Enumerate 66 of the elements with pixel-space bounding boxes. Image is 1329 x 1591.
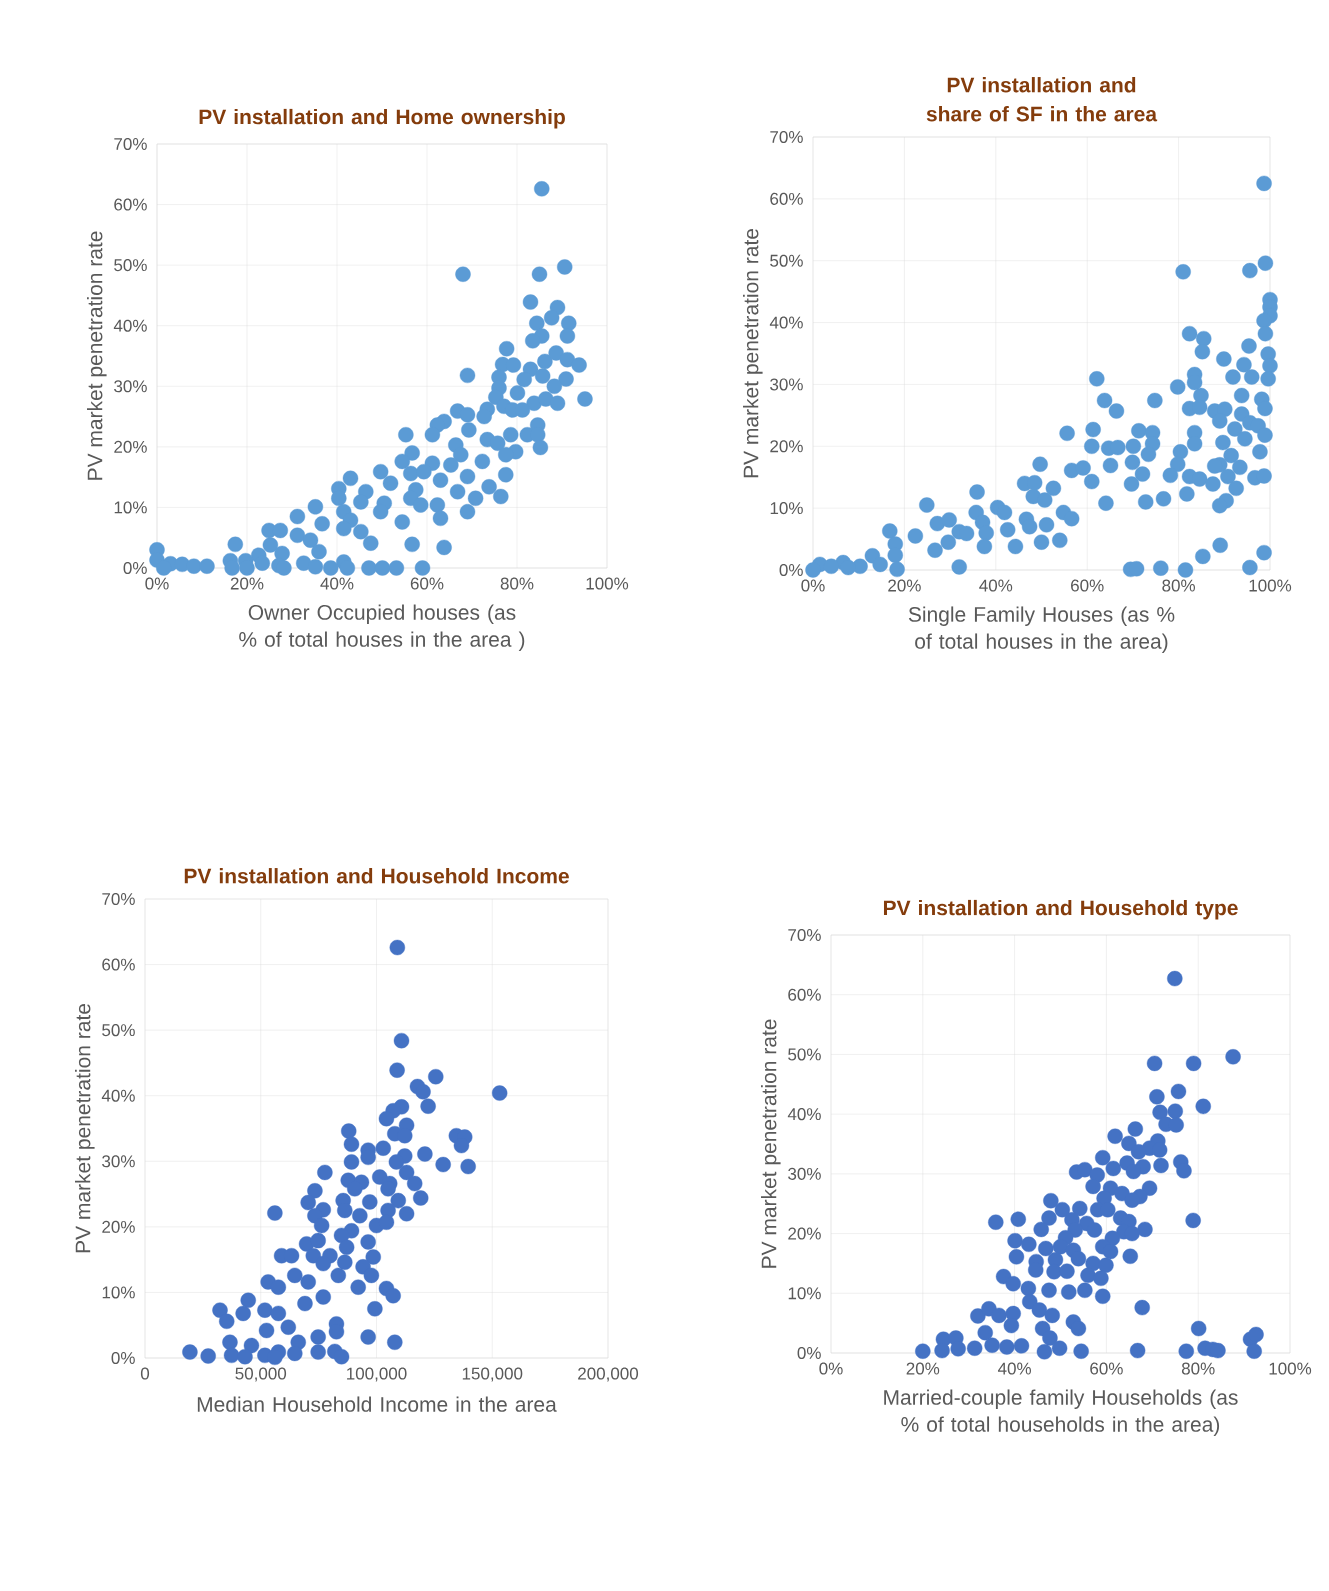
x-tick-label: 20% xyxy=(230,577,264,590)
x-tick-label: 20% xyxy=(906,1362,940,1375)
chart-title: PV installation and share of SF in the area xyxy=(926,77,1158,122)
y-tick-label: 30% xyxy=(788,1167,821,1180)
y-tick-label: 20% xyxy=(770,440,803,453)
x-tick-label: 0% xyxy=(145,577,169,590)
y-tick-label: 60% xyxy=(770,192,803,205)
x-tick-label: 200,000 xyxy=(578,1367,639,1382)
y-tick-label: 30% xyxy=(114,380,147,393)
y-tick-label: 10% xyxy=(114,501,147,514)
x-tick-label: 40% xyxy=(320,577,354,590)
x-axis-title: Single Family Houses (as % of total houses in the area) xyxy=(908,606,1175,653)
y-tick-label: 60% xyxy=(102,958,135,971)
x-tick-label: 40% xyxy=(979,579,1013,592)
x-tick-label: 100% xyxy=(1249,579,1292,592)
y-tick-label: 10% xyxy=(788,1287,821,1300)
x-tick-label: 100% xyxy=(1269,1362,1312,1375)
x-tick-label: 20% xyxy=(888,579,921,592)
x-tick-label: 50,000 xyxy=(235,1367,287,1382)
y-tick-label: 40% xyxy=(769,316,803,329)
y-tick-label: 20% xyxy=(114,440,147,453)
x-tick-label: 0 xyxy=(140,1367,150,1380)
y-tick-label: 50% xyxy=(788,1048,821,1061)
x-tick-label: 60% xyxy=(1090,1362,1123,1375)
x-tick-label: 100% xyxy=(586,577,629,590)
y-tick-label: 0% xyxy=(111,1351,135,1365)
y-tick-label: 60% xyxy=(788,988,821,1001)
y-tick-label: 70% xyxy=(114,137,147,151)
y-tick-label: 50% xyxy=(102,1024,135,1037)
x-tick-label: 100,000 xyxy=(347,1367,407,1382)
y-tick-label: 0% xyxy=(797,1346,821,1360)
y-tick-label: 30% xyxy=(770,378,803,391)
y-tick-label: 10% xyxy=(102,1286,135,1299)
y-tick-label: 0% xyxy=(123,561,147,575)
x-axis-title: Married-couple family Households (as % of total households in the area) xyxy=(884,1389,1238,1436)
y-tick-label: 60% xyxy=(114,198,147,211)
y-tick-label: 40% xyxy=(113,319,147,332)
y-tick-label: 40% xyxy=(101,1089,135,1102)
x-axis-title: Median Household Income in the area xyxy=(197,1396,557,1412)
x-tick-label: 0% xyxy=(819,1362,843,1375)
y-tick-label: 50% xyxy=(114,259,147,272)
chart-title: PV installation and Home ownership xyxy=(199,108,565,129)
x-axis-title: Owner Occupied houses (as % of total houses in the area ) xyxy=(239,604,525,651)
y-tick-label: 10% xyxy=(770,502,803,515)
y-tick-label: 20% xyxy=(788,1227,821,1240)
y-tick-label: 70% xyxy=(770,130,803,144)
chart-title: PV installation and Household type xyxy=(883,899,1238,920)
y-tick-label: 70% xyxy=(788,928,821,942)
x-tick-label: 60% xyxy=(1071,579,1104,592)
y-tick-label: 30% xyxy=(102,1155,135,1168)
x-tick-label: 80% xyxy=(1162,579,1195,592)
x-tick-label: 40% xyxy=(997,1362,1031,1375)
y-tick-label: 40% xyxy=(787,1108,821,1121)
y-axis-title: PV market penetration rate xyxy=(87,231,107,480)
x-tick-label: 80% xyxy=(1181,1362,1215,1375)
chart-title: PV installation and Household Income xyxy=(184,868,569,884)
y-tick-label: 0% xyxy=(779,563,803,577)
y-axis-title: PV market penetration rate xyxy=(761,1019,781,1268)
y-axis-title: PV market penetration rate xyxy=(743,228,763,478)
y-axis-title: PV market penetration rate xyxy=(75,1003,95,1253)
y-tick-label: 70% xyxy=(102,892,135,906)
y-tick-label: 20% xyxy=(102,1220,135,1233)
x-tick-label: 80% xyxy=(500,577,534,590)
y-tick-label: 50% xyxy=(770,254,803,267)
x-tick-label: 60% xyxy=(410,577,444,590)
x-tick-label: 150,000 xyxy=(462,1367,523,1382)
